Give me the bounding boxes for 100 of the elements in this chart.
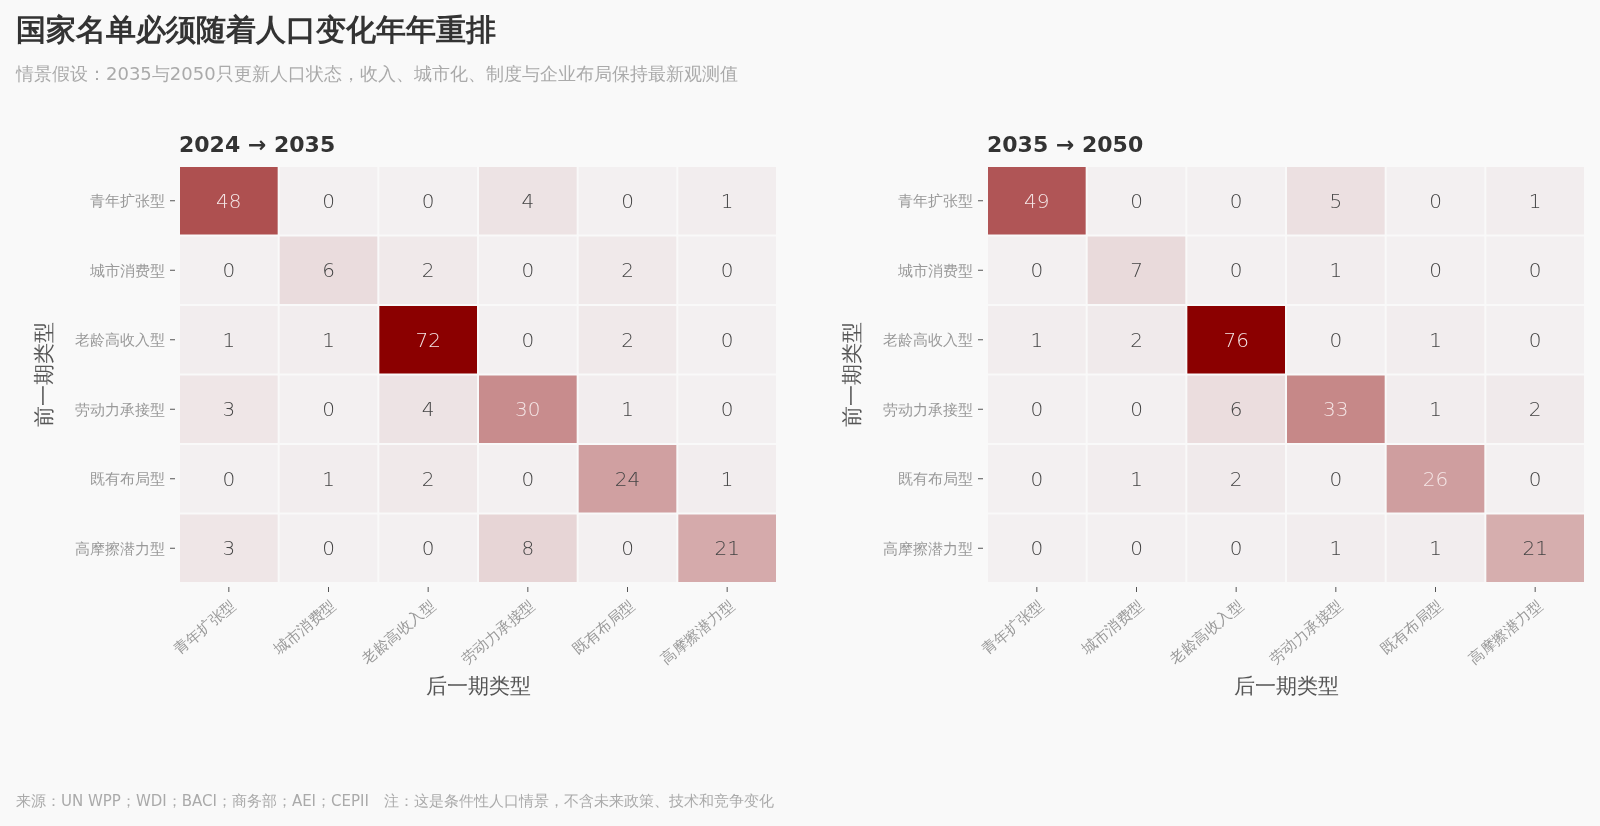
y-tick-label: 高摩擦潜力型 [883,539,973,558]
data-label: 72 [415,327,441,352]
data-label: 1 [621,397,634,422]
data-label: 1 [1429,397,1442,422]
data-label: 21 [714,536,740,561]
data-label: 1 [1130,466,1143,491]
data-label: 0 [1429,258,1442,283]
y-tick-label: 城市消费型 [89,261,165,280]
data-label: 0 [621,188,634,213]
data-label: 24 [614,466,641,491]
x-tick-label: 城市消费型 [1077,596,1148,659]
y-tick-label: 既有布局型 [898,470,973,488]
data-label: 48 [216,188,242,213]
y-tick-label: 高摩擦潜力型 [75,539,165,558]
data-label: 0 [1130,188,1143,213]
data-label: 0 [322,397,335,422]
x-tick-label: 青年扩张型 [170,596,240,659]
data-label: 7 [1130,258,1143,283]
data-label: 0 [1528,466,1542,491]
x-tick-label: 劳动力承接型 [1265,596,1347,668]
data-label: 0 [521,327,535,352]
data-label: 8 [521,536,535,561]
data-label: 1 [1528,188,1542,213]
data-label: 2 [1130,327,1143,352]
data-label: 0 [322,188,335,213]
data-label: 2 [621,258,634,283]
x-tick-label: 高摩擦潜力型 [657,596,738,668]
y-tick-label: 青年扩张型 [90,192,165,210]
x-tick-label: 老龄高收入型 [1166,596,1247,668]
data-label: 0 [1130,536,1143,561]
data-label: 2 [621,327,634,352]
data-label: 49 [1024,188,1050,213]
text: 国家名单必须随着人口变化年年重排 [16,12,496,47]
chart-title: 2024 → 2035 [179,132,336,157]
data-label: 2 [1528,397,1542,422]
data-label: 1 [322,327,335,352]
y-tick-label: 既有布局型 [90,470,165,488]
x-axis-title: 后一期类型 [1233,674,1339,698]
data-label: 1 [1429,536,1442,561]
data-label: 4 [421,397,435,422]
x-tick-label: 劳动力承接型 [457,596,539,668]
data-label: 0 [1528,327,1542,352]
data-label: 1 [322,466,335,491]
y-axis-title: 前一期类型 [840,322,864,427]
data-label: 1 [720,466,734,491]
data-label: 1 [222,327,236,352]
data-label: 0 [621,536,634,561]
data-label: 0 [222,258,236,283]
data-label: 30 [515,397,541,422]
data-label: 0 [1329,327,1343,352]
data-label: 1 [1429,327,1442,352]
data-label: 0 [521,258,535,283]
text: 情景假设：2035与2050只更新人口状态，收入、城市化、制度与企业布局保持最新观测值 [15,63,738,84]
x-tick-label: 青年扩张型 [978,596,1048,659]
data-label: 0 [1528,258,1542,283]
data-label: 0 [1030,397,1044,422]
data-label: 0 [1229,188,1243,213]
data-label: 1 [1030,327,1044,352]
data-label: 0 [421,188,435,213]
data-label: 33 [1323,397,1349,422]
data-label: 26 [1422,466,1449,491]
data-label: 0 [1030,466,1044,491]
data-label: 0 [720,327,734,352]
data-label: 1 [720,188,734,213]
data-label: 0 [1329,466,1343,491]
data-label: 76 [1223,327,1249,352]
data-label: 4 [521,188,535,213]
y-tick-label: 劳动力承接型 [75,400,165,419]
data-label: 6 [1229,397,1243,422]
x-tick-label: 高摩擦潜力型 [1465,596,1546,668]
data-label: 21 [1522,536,1548,561]
data-label: 0 [720,258,734,283]
y-tick-label: 老龄高收入型 [883,331,973,349]
data-label: 0 [1229,536,1243,561]
data-label: 0 [1030,258,1044,283]
data-label: 6 [322,258,335,283]
y-tick-label: 城市消费型 [897,261,973,280]
data-label: 0 [322,536,335,561]
x-tick-label: 城市消费型 [269,596,340,659]
data-label: 2 [421,466,435,491]
data-label: 0 [1229,258,1243,283]
data-label: 0 [521,466,535,491]
x-tick-label: 老龄高收入型 [358,596,439,668]
data-label: 0 [421,536,435,561]
data-label: 0 [1130,397,1143,422]
data-label: 0 [1429,188,1442,213]
data-label: 0 [720,397,734,422]
data-label: 1 [1329,258,1343,283]
data-label: 2 [421,258,435,283]
chart-title: 2035 → 2050 [987,132,1144,157]
y-tick-label: 青年扩张型 [898,192,973,210]
x-tick-label: 既有布局型 [1377,596,1447,659]
data-label: 5 [1329,188,1343,213]
y-tick-label: 劳动力承接型 [883,400,973,419]
data-label: 3 [222,397,236,422]
data-label: 2 [1229,466,1243,491]
x-tick-label: 既有布局型 [569,596,639,659]
data-label: 0 [222,466,236,491]
y-axis-title: 前一期类型 [32,322,56,427]
source-note: 来源：UN WPP；WDI；BACI；商务部；AEI；CEPII 注：这是条件性人口情景，不含未来政策、技术和竞争变化 [16,792,774,810]
